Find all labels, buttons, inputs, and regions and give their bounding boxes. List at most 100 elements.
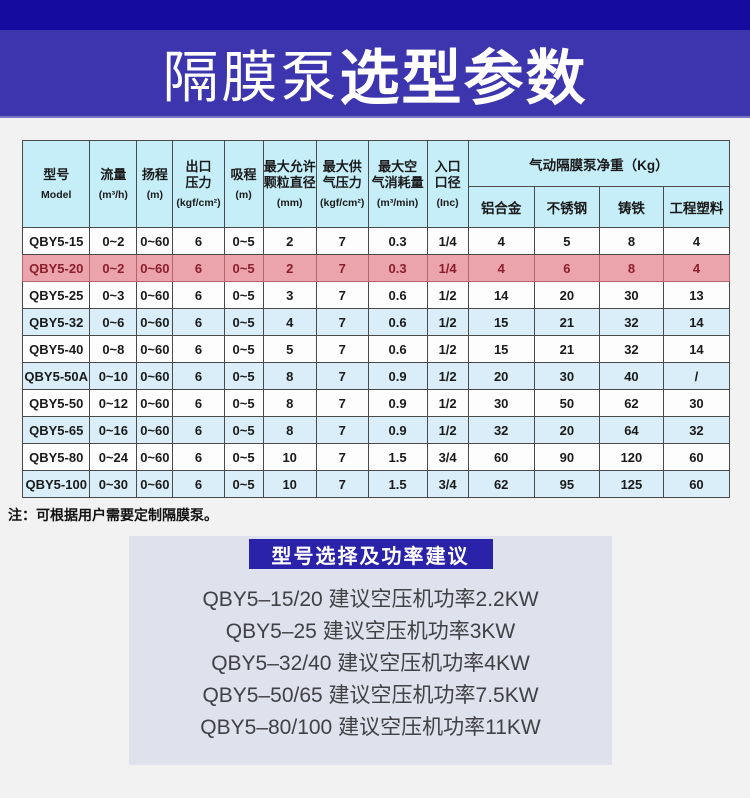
value-cell: 10: [262, 470, 317, 498]
value-cell: 7: [315, 335, 369, 363]
value-cell: 7: [315, 254, 369, 282]
value-cell: 4: [262, 308, 317, 336]
recommendation-line: QBY5–50/65 建议空压机功率7.5KW: [202, 684, 539, 707]
column-header: 最大供 气压力 (kgf/cm²): [315, 140, 369, 228]
value-cell: 0.9: [367, 389, 428, 417]
value-cell: 7: [315, 416, 369, 444]
value-cell: 0~5: [223, 281, 264, 309]
value-cell: 7: [315, 308, 369, 336]
value-cell: 90: [533, 443, 601, 471]
value-cell: 62: [599, 389, 664, 417]
material-header: 铸铁: [599, 186, 664, 228]
model-cell: QBY5-40: [21, 335, 91, 363]
value-cell: 0~60: [136, 335, 174, 363]
value-cell: 30: [467, 389, 535, 417]
column-header: 最大允许 颗粒直径 (mm): [262, 140, 317, 228]
table-header: 型号 Model 流量 (m³/h) 扬程 (m) 出口 压力 (kgf/cm²) 吸程 (m) 最…: [21, 140, 731, 228]
value-cell: 0.6: [367, 281, 428, 309]
value-cell: 1/2: [426, 281, 469, 309]
value-cell: 0.9: [367, 416, 428, 444]
material-header: 不锈钢: [533, 186, 601, 228]
material-header: 工程塑料: [662, 186, 731, 228]
value-cell: 7: [315, 227, 369, 255]
value-cell: 30: [599, 281, 664, 309]
table-row: QBY5-40 0~8 0~60 6 0~5 5 7 0.6 1/2 15 21 32 14: [21, 335, 731, 363]
value-cell: 8: [599, 227, 664, 255]
value-cell: 14: [467, 281, 535, 309]
weight-group-header: 气动隔膜泵净重（Kg）: [467, 140, 731, 187]
value-cell: 1/2: [426, 389, 469, 417]
value-cell: 14: [662, 308, 731, 336]
value-cell: 5: [533, 227, 601, 255]
value-cell: 6: [172, 227, 225, 255]
value-cell: 8: [262, 362, 317, 390]
model-cell: QBY5-50A: [21, 362, 91, 390]
value-cell: 0.3: [367, 254, 428, 282]
table-body: QBY5-15 0~2 0~60 6 0~5 2 7 0.3 1/4 4 5 8 4 QBY5-20 0~2…: [21, 227, 731, 498]
value-cell: 40: [599, 362, 664, 390]
value-cell: 60: [662, 443, 731, 471]
value-cell: 6: [172, 389, 225, 417]
value-cell: 0~12: [89, 389, 138, 417]
value-cell: 125: [599, 470, 664, 498]
value-cell: 32: [467, 416, 535, 444]
column-header: 出口 压力 (kgf/cm²): [172, 140, 225, 228]
value-cell: 0~5: [223, 416, 264, 444]
value-cell: 7: [315, 470, 369, 498]
column-header: 吸程 (m): [223, 140, 264, 228]
value-cell: 120: [599, 443, 664, 471]
note-text: 注：可根据用户需要定制隔膜泵。: [8, 507, 218, 523]
value-cell: 0~6: [89, 308, 138, 336]
value-cell: 0.6: [367, 335, 428, 363]
value-cell: 7: [315, 281, 369, 309]
value-cell: 7: [315, 389, 369, 417]
recommendation-list: QBY5–15/20 建议空压机功率2.2KW QBY5–25 建议空压机功率3K…: [129, 569, 612, 744]
value-cell: 14: [662, 335, 731, 363]
recommendation-title: 型号选择及功率建议: [248, 539, 493, 569]
value-cell: 6: [172, 335, 225, 363]
value-cell: 0~5: [223, 308, 264, 336]
value-cell: 8: [262, 389, 317, 417]
table-row: QBY5-100 0~30 0~60 6 0~5 10 7 1.5 3/4 62 95 125 60: [21, 470, 731, 498]
table-row: QBY5-15 0~2 0~60 6 0~5 2 7 0.3 1/4 4 5 8 4: [21, 227, 731, 255]
value-cell: 0~60: [136, 416, 174, 444]
value-cell: 0~5: [223, 362, 264, 390]
page-banner: 隔膜泵 选型参数: [0, 30, 750, 118]
value-cell: 60: [467, 443, 535, 471]
value-cell: /: [662, 362, 731, 390]
value-cell: 0~30: [89, 470, 138, 498]
value-cell: 4: [662, 227, 731, 255]
model-cell: QBY5-65: [21, 416, 91, 444]
value-cell: 6: [172, 416, 225, 444]
value-cell: 21: [533, 335, 601, 363]
value-cell: 0~5: [223, 443, 264, 471]
value-cell: 1/2: [426, 416, 469, 444]
recommendation-line: QBY5–15/20 建议空压机功率2.2KW: [202, 588, 539, 611]
material-header: 铝合金: [467, 186, 535, 228]
value-cell: 15: [467, 335, 535, 363]
value-cell: 1/4: [426, 254, 469, 282]
value-cell: 0~10: [89, 362, 138, 390]
value-cell: 6: [172, 308, 225, 336]
value-cell: 1/2: [426, 308, 469, 336]
banner-title-bold: 选型参数: [339, 44, 588, 112]
value-cell: 30: [662, 389, 731, 417]
value-cell: 1.5: [367, 470, 428, 498]
value-cell: 6: [172, 470, 225, 498]
column-header: 入口 口径 (Inc): [426, 140, 469, 228]
value-cell: 4: [662, 254, 731, 282]
recommendation-panel: 型号选择及功率建议 QBY5–15/20 建议空压机功率2.2KW QBY5–25…: [129, 536, 612, 765]
value-cell: 20: [533, 416, 601, 444]
model-cell: QBY5-32: [21, 308, 91, 336]
value-cell: 0~5: [223, 254, 264, 282]
value-cell: 0.3: [367, 227, 428, 255]
recommendation-line: QBY5–32/40 建议空压机功率4KW: [211, 652, 530, 675]
value-cell: 6: [533, 254, 601, 282]
value-cell: 8: [599, 254, 664, 282]
value-cell: 1/2: [426, 362, 469, 390]
value-cell: 15: [467, 308, 535, 336]
model-cell: QBY5-80: [21, 443, 91, 471]
value-cell: 62: [467, 470, 535, 498]
value-cell: 3/4: [426, 443, 469, 471]
table-row: QBY5-32 0~6 0~60 6 0~5 4 7 0.6 1/2 15 21 32 14: [21, 308, 731, 336]
